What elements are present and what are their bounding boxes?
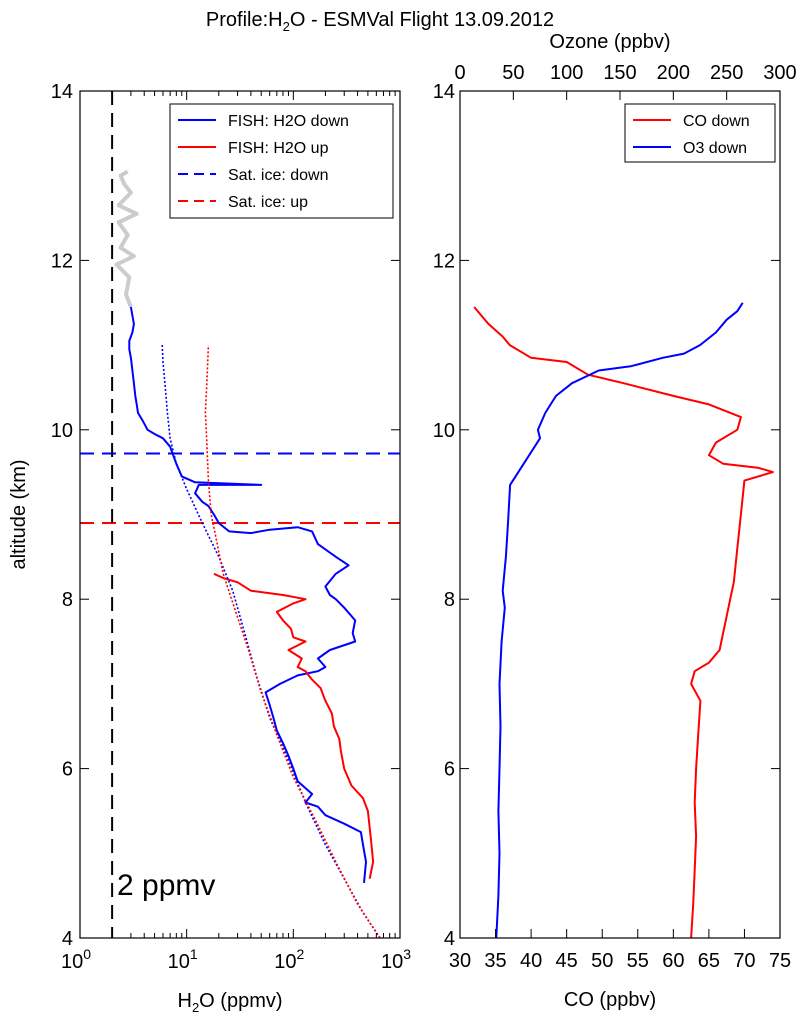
right-xtick-bottom-label: 60 — [662, 950, 684, 972]
left-series-line-2 — [213, 572, 375, 879]
left-ytick-label: 4 — [62, 928, 73, 950]
left-ytick-label: 10 — [51, 420, 73, 442]
right-xtick-top-label: 0 — [454, 62, 465, 84]
left-xtick-label-exponent: 1 — [190, 946, 198, 962]
right-legend-label-1: CO down — [683, 113, 750, 130]
left-legend-label-4: Sat. ice: up — [228, 194, 308, 211]
right-ytick-label: 4 — [444, 928, 455, 950]
left-legend-label-1: FISH: H2O down — [228, 113, 349, 130]
right-panel: 4 6 8 10 12 14 30 35 40 45 50 55 60 65 70 75 0 50 100 150 20… — [433, 31, 797, 1011]
right-xtick-bottom-label: 50 — [591, 950, 613, 972]
left-xtick-label: 100 — [61, 946, 91, 973]
left-legend-label-3: Sat. ice: down — [228, 167, 329, 184]
left-ytick-label: 8 — [62, 589, 73, 611]
right-xtick-bottom-label: 30 — [449, 950, 471, 972]
left-xtick-label-exponent: 2 — [297, 946, 305, 962]
left-xtick-label-exponent: 3 — [403, 946, 411, 962]
left-ytick-label: 12 — [51, 250, 73, 272]
right-x-axis-label-top: Ozone (ppbv) — [549, 31, 670, 53]
left-x-axis-label-main: H — [177, 990, 191, 1012]
left-series-line-3 — [161, 345, 381, 938]
right-ytick-label: 6 — [444, 759, 455, 781]
left-series-line-4 — [204, 345, 381, 938]
left-plot-frame — [79, 90, 401, 939]
right-series-line-2 — [495, 302, 744, 938]
left-plot-data — [80, 91, 400, 938]
figure-title-sub: 2 — [283, 19, 290, 34]
left-legend-label-2: FISH: H2O up — [228, 140, 329, 157]
left-ytick-label: 14 — [51, 81, 73, 103]
left-x-axis-label-rest: O (ppmv) — [199, 990, 282, 1012]
right-xtick-bottom-label: 35 — [484, 950, 506, 972]
right-legend: CO down O3 down — [624, 103, 776, 163]
right-xtick-bottom-label: 70 — [733, 950, 755, 972]
figure-title-prefix: Profile:H — [206, 9, 283, 31]
left-xtick-label: 101 — [168, 946, 198, 973]
right-xtick-top-label: 300 — [763, 62, 796, 84]
left-xtick-label-base: 10 — [168, 951, 190, 973]
right-xtick-bottom-label: 55 — [627, 950, 649, 972]
left-xtick-label: 102 — [274, 946, 304, 973]
right-xtick-top-label: 100 — [550, 62, 583, 84]
left-x-axis-label: H2O (ppmv) — [177, 990, 282, 1015]
right-xtick-top-label: 50 — [502, 62, 524, 84]
right-ytick-label: 12 — [433, 250, 455, 272]
left-xtick-label-base: 10 — [274, 951, 296, 973]
annotation-2ppmv: 2 ppmv — [117, 869, 215, 902]
left-y-axis-label: altitude (km) — [8, 459, 30, 569]
right-xtick-bottom-label: 65 — [698, 950, 720, 972]
right-xtick-bottom-label: 40 — [520, 950, 542, 972]
left-xtick-label-base: 10 — [61, 951, 83, 973]
left-series-line-1 — [128, 306, 367, 883]
right-x-axis-label-bottom: CO (ppbv) — [564, 989, 656, 1011]
left-xtick-label: 103 — [381, 946, 411, 973]
right-plot-data — [473, 302, 774, 938]
right-xtick-top-label: 250 — [710, 62, 743, 84]
right-series-line-1 — [473, 306, 774, 938]
left-ytick-label: 6 — [62, 759, 73, 781]
right-xtick-bottom-label: 75 — [769, 950, 791, 972]
right-xtick-top-label: 150 — [603, 62, 636, 84]
right-xtick-top-label: 200 — [657, 62, 690, 84]
left-xtick-label-base: 10 — [381, 951, 403, 973]
gray-upper-trace-1 — [114, 169, 139, 308]
right-ytick-label: 10 — [433, 420, 455, 442]
right-legend-label-2: O3 down — [683, 140, 747, 157]
right-ytick-label: 8 — [444, 589, 455, 611]
figure-title: Profile:H2O - ESMVal Flight 13.09.2012 — [206, 9, 554, 34]
left-x-axis-label-sub: 2 — [192, 1000, 199, 1015]
right-ytick-label: 14 — [433, 81, 455, 103]
left-xtick-label-exponent: 0 — [83, 946, 91, 962]
left-legend-box — [169, 103, 394, 219]
left-legend: FISH: H2O down FISH: H2O up Sat. ice: down… — [169, 103, 394, 219]
right-xtick-bottom-label: 45 — [556, 950, 578, 972]
right-legend-box — [624, 103, 776, 163]
figure-title-suffix: O - ESMVal Flight 13.09.2012 — [290, 9, 554, 31]
